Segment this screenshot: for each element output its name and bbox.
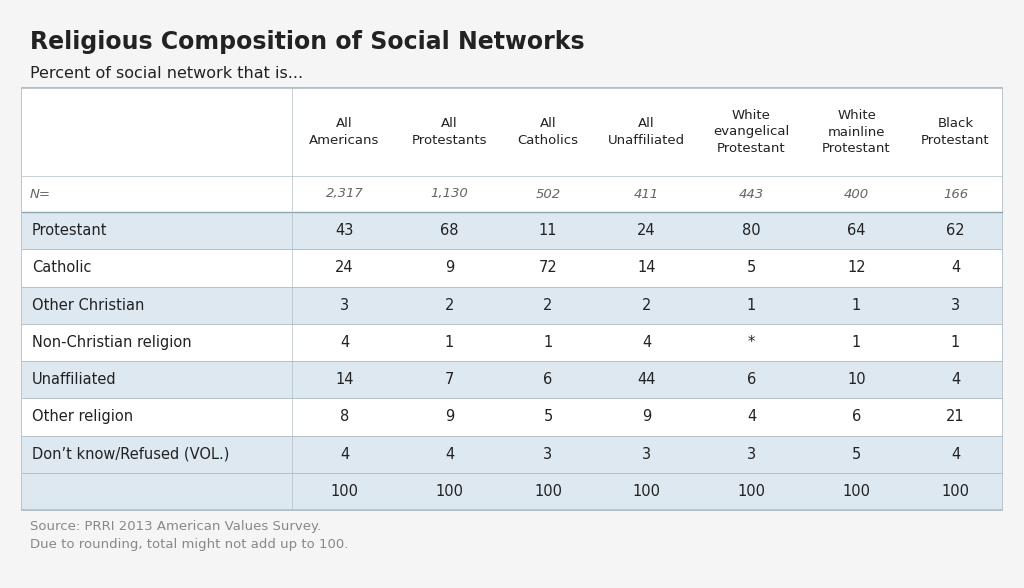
Text: 6: 6 bbox=[852, 409, 861, 425]
Text: 4: 4 bbox=[951, 372, 961, 387]
Bar bbox=[22, 436, 1002, 473]
Text: 100: 100 bbox=[941, 484, 970, 499]
Text: 166: 166 bbox=[943, 188, 968, 201]
Text: 400: 400 bbox=[844, 188, 869, 201]
Text: 443: 443 bbox=[739, 188, 764, 201]
Text: 100: 100 bbox=[737, 484, 766, 499]
Text: Source: PRRI 2013 American Values Survey.: Source: PRRI 2013 American Values Survey… bbox=[30, 520, 322, 533]
Text: 1: 1 bbox=[746, 298, 756, 313]
Text: 4: 4 bbox=[746, 409, 756, 425]
Text: 21: 21 bbox=[946, 409, 965, 425]
Text: 411: 411 bbox=[634, 188, 659, 201]
Text: 2: 2 bbox=[544, 298, 553, 313]
Bar bbox=[22, 212, 1002, 249]
Text: N=: N= bbox=[30, 188, 51, 201]
Text: 64: 64 bbox=[847, 223, 865, 238]
Text: All
Protestants: All Protestants bbox=[412, 117, 487, 147]
Text: 1: 1 bbox=[444, 335, 454, 350]
Bar bbox=[22, 88, 1002, 176]
Text: 4: 4 bbox=[340, 447, 349, 462]
Text: 2: 2 bbox=[444, 298, 455, 313]
Text: 24: 24 bbox=[335, 260, 354, 275]
Text: Other religion: Other religion bbox=[32, 409, 133, 425]
Text: All
Unaffiliated: All Unaffiliated bbox=[608, 117, 685, 147]
Text: 9: 9 bbox=[444, 409, 454, 425]
Text: 9: 9 bbox=[444, 260, 454, 275]
Text: Don’t know/Refused (VOL.): Don’t know/Refused (VOL.) bbox=[32, 447, 229, 462]
Text: 100: 100 bbox=[633, 484, 660, 499]
Text: 6: 6 bbox=[746, 372, 756, 387]
Text: Percent of social network that is...: Percent of social network that is... bbox=[30, 66, 303, 81]
Text: 11: 11 bbox=[539, 223, 557, 238]
Text: 7: 7 bbox=[444, 372, 455, 387]
Text: Black
Protestant: Black Protestant bbox=[922, 117, 990, 147]
Text: 10: 10 bbox=[847, 372, 866, 387]
Text: 72: 72 bbox=[539, 260, 557, 275]
Text: All
Catholics: All Catholics bbox=[517, 117, 579, 147]
Text: White
mainline
Protestant: White mainline Protestant bbox=[822, 109, 891, 155]
Text: 502: 502 bbox=[536, 188, 560, 201]
Text: 43: 43 bbox=[335, 223, 353, 238]
Text: 4: 4 bbox=[444, 447, 454, 462]
Text: 14: 14 bbox=[637, 260, 655, 275]
Text: Protestant: Protestant bbox=[32, 223, 108, 238]
Text: Due to rounding, total might not add up to 100.: Due to rounding, total might not add up … bbox=[30, 538, 348, 551]
Text: Religious Composition of Social Networks: Religious Composition of Social Networks bbox=[30, 30, 585, 54]
Text: 80: 80 bbox=[742, 223, 761, 238]
Text: 2,317: 2,317 bbox=[326, 188, 364, 201]
Text: 3: 3 bbox=[642, 447, 651, 462]
Text: 5: 5 bbox=[852, 447, 861, 462]
Text: 2: 2 bbox=[642, 298, 651, 313]
Text: 3: 3 bbox=[951, 298, 961, 313]
Text: 100: 100 bbox=[534, 484, 562, 499]
Text: 3: 3 bbox=[746, 447, 756, 462]
Text: 8: 8 bbox=[340, 409, 349, 425]
Text: 100: 100 bbox=[331, 484, 358, 499]
Text: 6: 6 bbox=[544, 372, 553, 387]
Text: 100: 100 bbox=[435, 484, 464, 499]
Text: 9: 9 bbox=[642, 409, 651, 425]
Text: Other Christian: Other Christian bbox=[32, 298, 144, 313]
Text: Catholic: Catholic bbox=[32, 260, 91, 275]
Text: 1: 1 bbox=[951, 335, 961, 350]
Text: 24: 24 bbox=[637, 223, 655, 238]
Bar bbox=[22, 473, 1002, 510]
Text: 62: 62 bbox=[946, 223, 965, 238]
Text: 5: 5 bbox=[746, 260, 756, 275]
Text: 3: 3 bbox=[340, 298, 349, 313]
Text: Non-Christian religion: Non-Christian religion bbox=[32, 335, 191, 350]
Text: 3: 3 bbox=[544, 447, 553, 462]
Text: *: * bbox=[748, 335, 755, 350]
Text: 1: 1 bbox=[544, 335, 553, 350]
Text: 4: 4 bbox=[340, 335, 349, 350]
Text: 1: 1 bbox=[852, 298, 861, 313]
Text: 1,130: 1,130 bbox=[431, 188, 468, 201]
Bar bbox=[22, 398, 1002, 436]
Bar bbox=[22, 176, 1002, 212]
Text: 4: 4 bbox=[951, 260, 961, 275]
Text: 4: 4 bbox=[642, 335, 651, 350]
Bar bbox=[22, 249, 1002, 286]
Bar bbox=[22, 286, 1002, 324]
Text: 100: 100 bbox=[843, 484, 870, 499]
Bar bbox=[22, 324, 1002, 361]
Text: 1: 1 bbox=[852, 335, 861, 350]
Bar bbox=[22, 88, 1002, 510]
Text: 5: 5 bbox=[544, 409, 553, 425]
Text: All
Americans: All Americans bbox=[309, 117, 380, 147]
Text: 44: 44 bbox=[637, 372, 655, 387]
Text: 14: 14 bbox=[335, 372, 353, 387]
Text: Unaffiliated: Unaffiliated bbox=[32, 372, 117, 387]
Text: White
evangelical
Protestant: White evangelical Protestant bbox=[714, 109, 790, 155]
Text: 12: 12 bbox=[847, 260, 866, 275]
Text: 68: 68 bbox=[440, 223, 459, 238]
Text: 4: 4 bbox=[951, 447, 961, 462]
Bar bbox=[22, 361, 1002, 398]
